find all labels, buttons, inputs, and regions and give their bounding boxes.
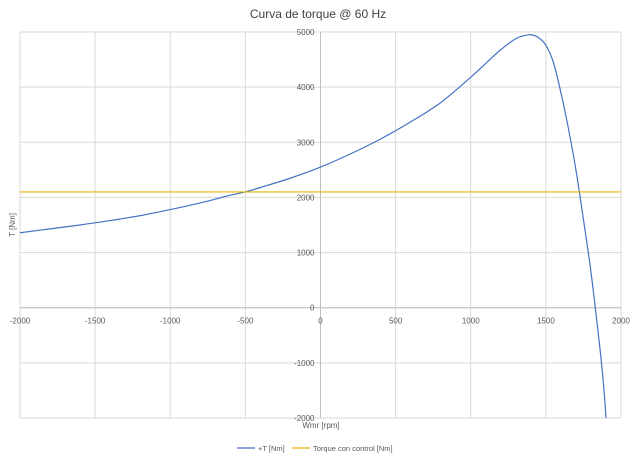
y-tick-label: 1000 [297,249,315,258]
x-tick-label: 2000 [612,317,630,326]
y-tick-label: -1000 [294,359,315,368]
legend: +T [Nm] Torque con control [Nm] [237,444,393,453]
y-tick-label: 0 [310,304,315,313]
x-tick-label: 500 [389,317,403,326]
series-layer [20,34,621,418]
x-tick-label: -1500 [85,317,106,326]
y-tick-label: 4000 [297,83,315,92]
y-tick-label: 3000 [297,138,315,147]
x-tick-label: -1000 [160,317,181,326]
tick-labels: -2000 -1500 -1000 -500 0 500 1000 1500 2000 -2000… [10,28,631,423]
y-tick-label: -2000 [294,414,315,423]
x-tick-label: 0 [318,317,323,326]
x-tick-label: 1000 [462,317,480,326]
x-tick-label: 1500 [537,317,555,326]
y-tick-label: 2000 [297,193,315,202]
axes [20,32,621,418]
y-axis-title: T [Nm] [8,213,17,237]
x-tick-label: -500 [237,317,254,326]
chart-title: Curva de torque @ 60 Hz [250,7,386,21]
x-tick-label: -2000 [10,317,31,326]
x-axis-title: Wmr [rpm] [302,421,339,430]
y-tick-label: 5000 [297,28,315,37]
legend-label: Torque con control [Nm] [313,444,393,453]
legend-label: +T [Nm] [258,444,285,453]
series-line-t-nm [20,34,607,418]
